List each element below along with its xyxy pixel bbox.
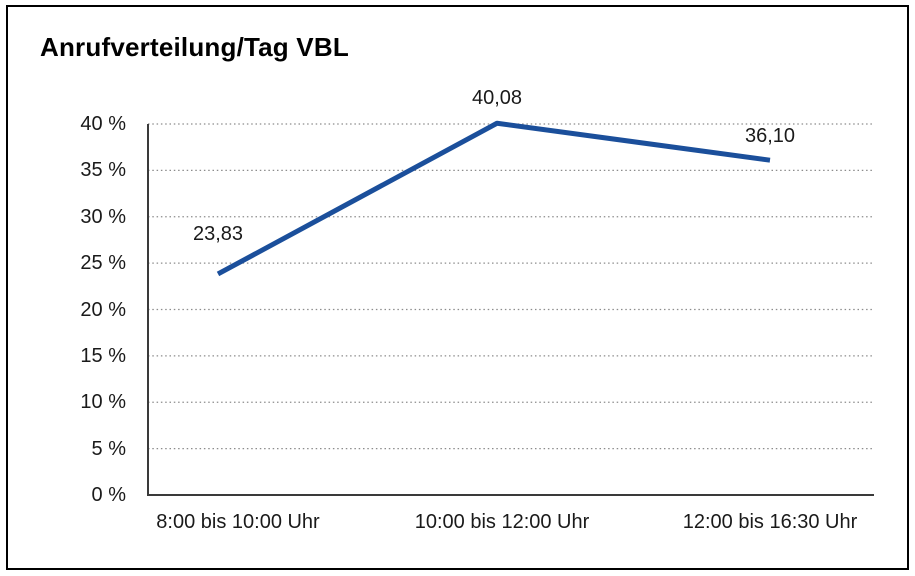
x-axis-category-label: 8:00 bis 10:00 Uhr	[156, 511, 320, 533]
y-axis-tick-label: 35 %	[80, 159, 126, 182]
y-axis-tick-label: 40 %	[80, 113, 126, 135]
data-line-series	[216, 120, 771, 277]
y-axis-tick-label: 0 %	[91, 484, 126, 506]
y-axis-tick-label: 30 %	[80, 205, 126, 228]
data-point-label: 23,83	[192, 222, 244, 245]
y-axis-tick-label: 25 %	[80, 252, 126, 275]
y-axis-tick-label: 5 %	[91, 437, 126, 460]
data-point-label: 36,10	[744, 125, 796, 148]
x-axis-category-label: 10:00 bis 12:00 Uhr	[414, 511, 590, 533]
y-axis-tick-label: 15 %	[80, 344, 126, 367]
x-axis-category-label: 12:00 bis 16:30 Uhr	[682, 511, 858, 533]
y-axis-tick-label: 10 %	[80, 391, 126, 414]
y-axis-tick-label: 20 %	[80, 298, 126, 321]
chart-title: Anrufverteilung/Tag VBL	[40, 32, 349, 62]
data-point-label: 40,08	[471, 87, 523, 110]
